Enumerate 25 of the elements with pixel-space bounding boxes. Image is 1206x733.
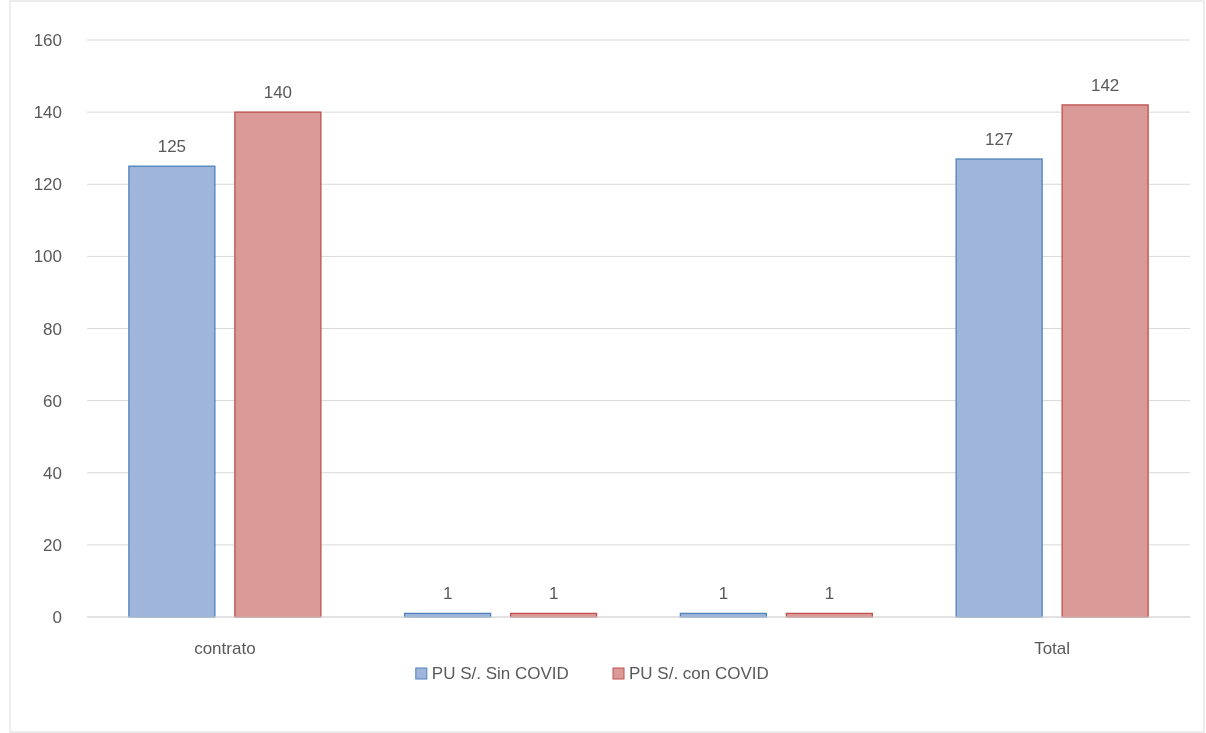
data-label: 127 [984, 130, 1014, 150]
y-tick-label: 160 [33, 31, 62, 50]
data-label: 1 [824, 584, 835, 604]
legend-label: PU S/. Sin COVID [431, 664, 569, 683]
data-label: 1 [442, 584, 453, 604]
y-tick-label: 80 [43, 319, 62, 339]
data-label: 1 [718, 584, 729, 604]
bar [128, 165, 216, 618]
bar [234, 111, 322, 618]
y-tick-label: 140 [33, 103, 62, 123]
data-label: 1 [548, 584, 559, 604]
x-tick-label: contrato [194, 639, 256, 658]
data-label: 140 [263, 83, 293, 103]
bar [1061, 104, 1149, 618]
y-tick-label: 120 [33, 175, 62, 195]
legend-label: PU S/. con COVID [629, 664, 769, 683]
data-label: 142 [1090, 75, 1120, 95]
y-tick-label: 60 [43, 391, 62, 411]
y-tick-label: 100 [33, 247, 62, 267]
x-tick-label: Total [1034, 639, 1071, 658]
y-tick-label: 0 [52, 608, 62, 627]
y-tick-label: 40 [43, 463, 62, 483]
bar [955, 158, 1043, 618]
y-tick-label: 20 [43, 535, 62, 555]
data-label: 125 [157, 137, 187, 157]
